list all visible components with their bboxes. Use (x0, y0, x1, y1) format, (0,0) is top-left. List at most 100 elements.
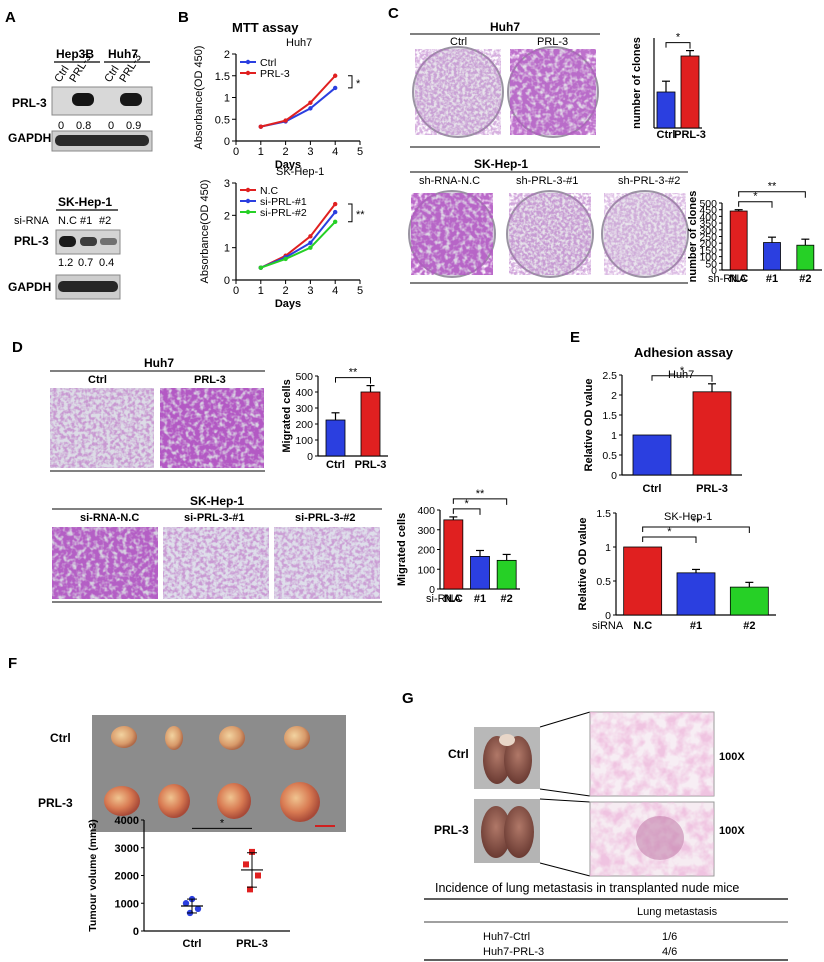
data-point (258, 124, 263, 129)
significance-label: * (753, 191, 758, 203)
migration-sk-lane-3: si-PRL-3-#2 (295, 512, 356, 524)
bar (470, 556, 490, 590)
data-point (308, 100, 313, 105)
y-tick-label: 2 (224, 210, 230, 222)
blot-quant-4: 0.9 (126, 120, 141, 132)
migration-sk-lane-2: si-PRL-3-#1 (184, 512, 245, 524)
category-label: #1 (766, 273, 778, 285)
data-point (283, 118, 288, 123)
category-axis-label: sh-RNA (708, 273, 747, 285)
chart-adhesion-skhep1: 0 0.5 1 1.5 Relative OD value SK-Hep-1 siRNA N.… (577, 508, 776, 632)
x-tick-label: 4 (332, 146, 338, 158)
y-tick-label: 4000 (115, 815, 139, 827)
panel-g: Ctrl PRL-3 100X 100X Incidence of lung m… (424, 711, 788, 961)
bar (443, 519, 464, 590)
series-line (260, 221, 336, 269)
metastasis-table-title: Incidence of lung metastasis in transpla… (435, 881, 739, 895)
blot-lane-1: Ctrl (52, 64, 71, 85)
y-tick-label: 350 (699, 218, 717, 230)
chart-subtitle: Huh7 (668, 369, 694, 381)
y-tick-label: 200 (699, 238, 717, 250)
bar (676, 572, 716, 616)
category-label: Ctrl (326, 459, 345, 471)
data-point (249, 848, 255, 855)
significance-bracket (348, 75, 353, 89)
category-label: #2 (743, 620, 755, 632)
x-tick-label: 0 (233, 146, 239, 158)
y-tick-label: 300 (295, 403, 313, 415)
significance-bracket (452, 508, 481, 515)
significance-bracket (642, 536, 697, 543)
y-tick-label: 0 (307, 451, 313, 463)
category-label: PRL-3 (674, 129, 706, 141)
data-point (333, 73, 338, 78)
significance-label: * (220, 817, 225, 829)
significance-label: ** (349, 367, 358, 379)
y-axis-label: Tumour volume (mm3) (87, 819, 99, 931)
sk-blot-title: SK-Hep-1 (58, 195, 112, 209)
chart-subtitle: Huh7 (286, 37, 312, 49)
category-label: Ctrl (643, 483, 662, 495)
migration-huh7-lane-2: PRL-3 (194, 374, 226, 386)
legend-marker (245, 198, 251, 204)
x-tick-label: 2 (283, 285, 289, 297)
legend-marker (245, 209, 251, 215)
panel-e-label: E (570, 329, 580, 346)
category-label: #1 (690, 620, 702, 632)
significance-label: * (680, 365, 685, 377)
category-label: Ctrl (183, 938, 202, 950)
y-tick-label: 1.5 (215, 71, 230, 83)
y-tick-label: 400 (417, 505, 435, 517)
sk-blot-lane-2: #1 (80, 215, 92, 227)
y-axis-label: number of clones (631, 37, 643, 129)
y-tick-label: 0 (429, 584, 435, 596)
legend-label: Ctrl (260, 57, 276, 69)
category-label: #2 (799, 273, 811, 285)
data-point (247, 886, 253, 893)
series-line (260, 87, 336, 128)
data-point (308, 234, 313, 239)
x-tick-label: 3 (307, 146, 313, 158)
y-tick-label: 500 (699, 198, 717, 210)
lung-row-prl3: PRL-3 (434, 823, 469, 837)
data-point (255, 872, 261, 879)
bar (325, 419, 346, 457)
series-line (260, 75, 336, 128)
panel-g-label: G (402, 690, 414, 707)
bar (623, 546, 663, 616)
y-tick-label: 3000 (115, 843, 139, 855)
significance-bracket (642, 526, 750, 533)
x-tick-label: 1 (258, 146, 264, 158)
legend-marker (245, 187, 251, 193)
y-tick-label: 300 (699, 225, 717, 237)
data-point (283, 256, 288, 262)
legend-label: si-PRL-#2 (260, 207, 307, 219)
y-tick-label: 150 (699, 245, 717, 257)
significance-label: ** (476, 488, 485, 500)
category-label: PRL-3 (236, 938, 268, 950)
panel-d-images: Huh7 Ctrl PRL-3 SK-Hep-1 si-RNA-N.C si-P… (50, 356, 382, 603)
legend-label: si-PRL-#1 (260, 196, 307, 208)
significance-label: * (356, 78, 361, 90)
y-tick-label: 0 (711, 265, 717, 277)
x-tick-label: 4 (332, 285, 338, 297)
legend-marker (245, 70, 251, 76)
x-tick-label: 2 (283, 146, 289, 158)
y-tick-label: 1 (605, 542, 611, 554)
significance-bracket (348, 203, 353, 223)
panel-d-label: D (12, 339, 23, 356)
significance-bracket (452, 498, 508, 505)
significance-label: * (667, 526, 672, 538)
colony-sk-lane-2: sh-PRL-3-#1 (516, 175, 578, 187)
data-point (308, 240, 313, 246)
y-tick-label: 2 (611, 390, 617, 402)
y-tick-label: 100 (699, 252, 717, 264)
panel-a-label: A (5, 9, 16, 26)
y-tick-label: 0 (605, 610, 611, 622)
x-tick-label: 1 (258, 285, 264, 297)
sk-blot-si-label: si-RNA (14, 215, 49, 227)
data-point (243, 861, 249, 868)
y-axis-label: Absorbance(OD 450) (193, 46, 205, 150)
colony-huh7-lane-2: PRL-3 (537, 36, 568, 48)
